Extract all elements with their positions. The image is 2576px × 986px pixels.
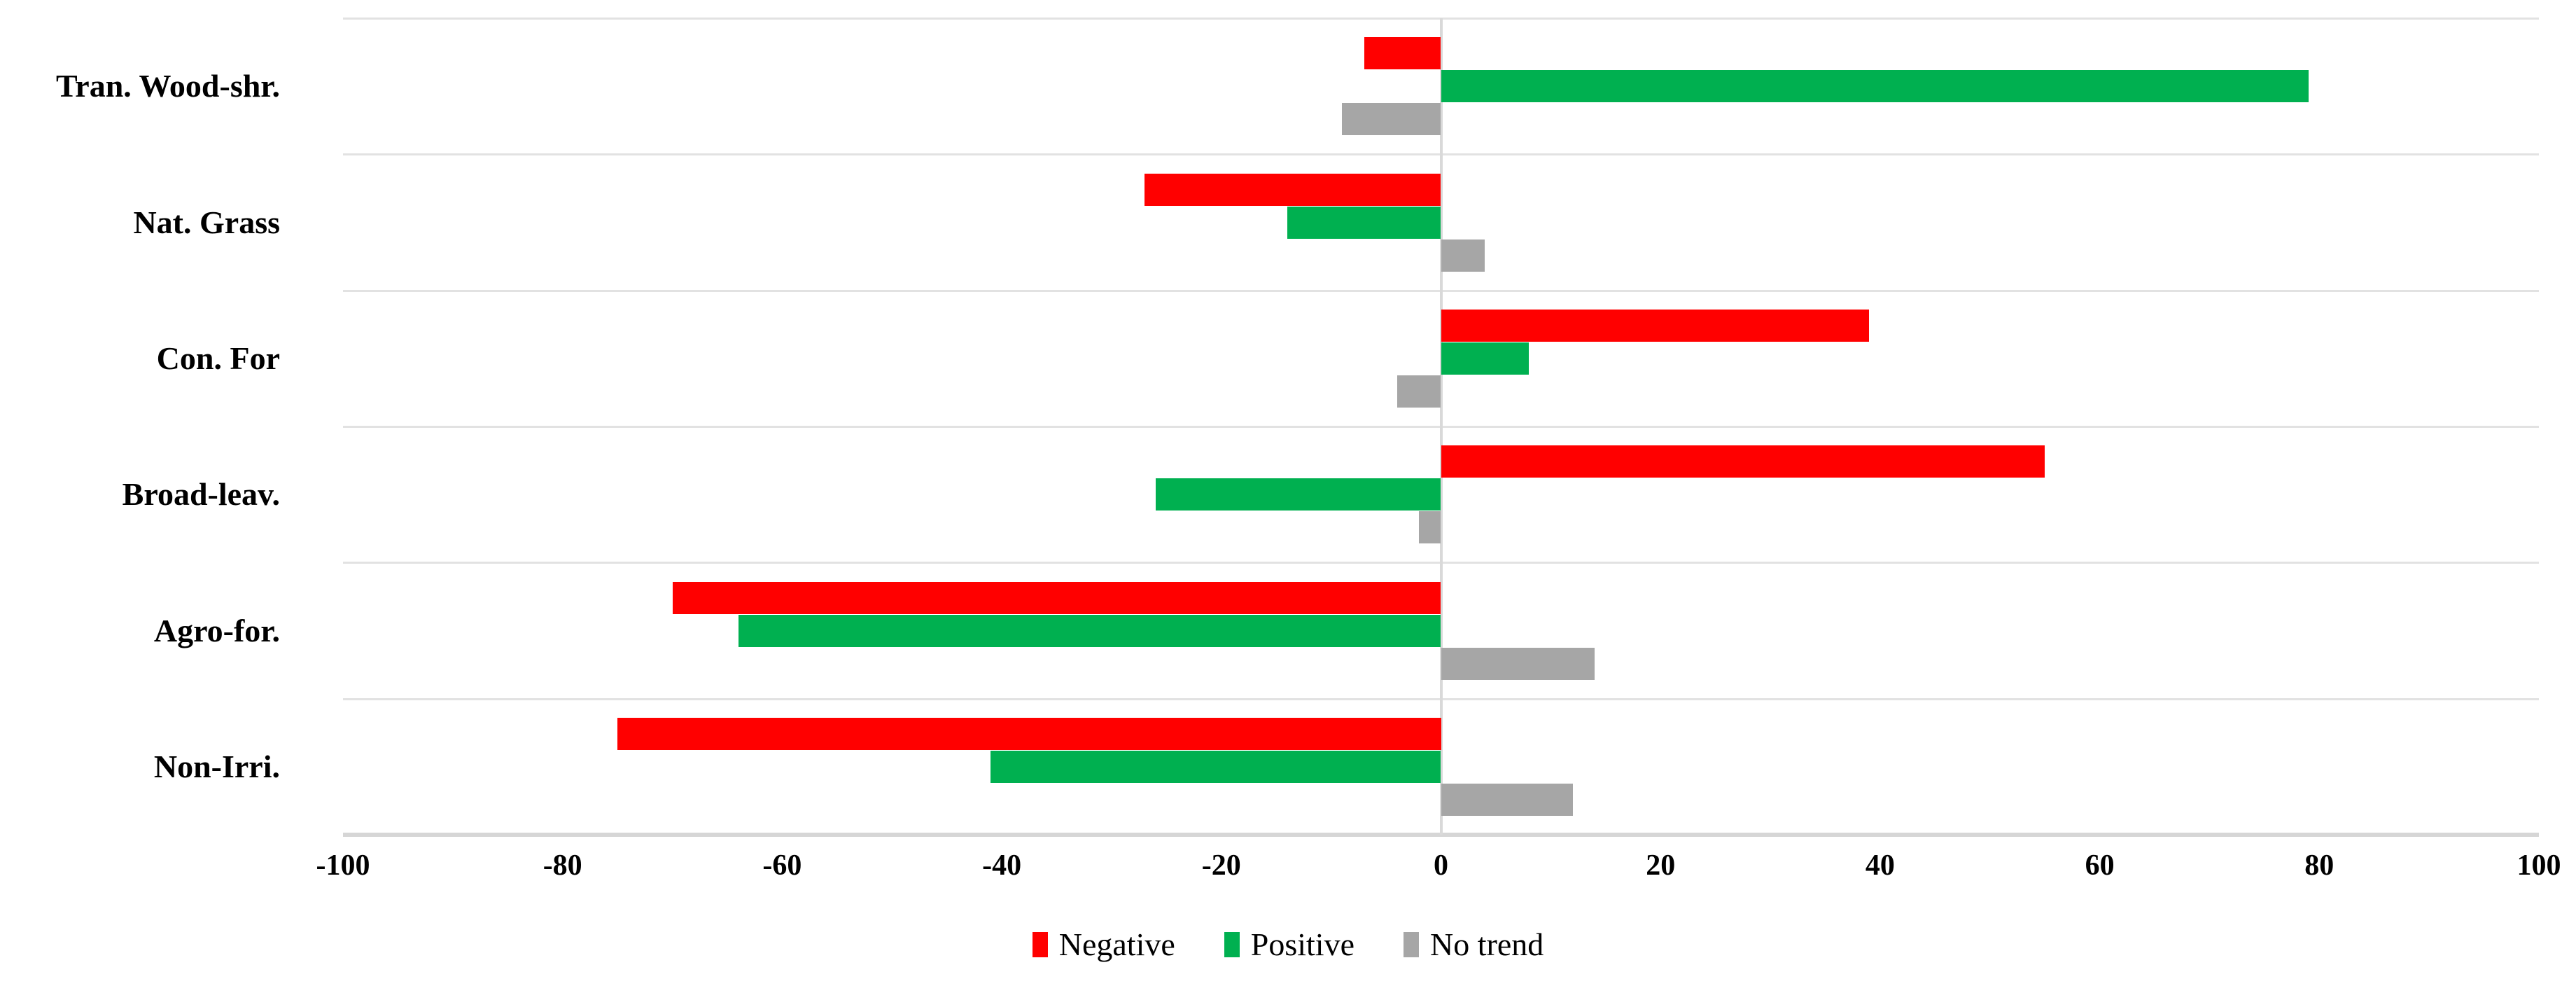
legend-label: Positive (1250, 926, 1355, 962)
legend-label: Negative (1058, 926, 1175, 962)
bar-negative (672, 581, 1441, 614)
x-tick-label: -60 (762, 849, 802, 882)
legend-swatch-icon (1032, 931, 1048, 957)
x-axis-line (343, 833, 2539, 837)
bar-positive (1441, 70, 2309, 103)
x-tick-label: -40 (982, 849, 1022, 882)
x-tick-label: 20 (1646, 849, 1676, 882)
legend-item-no-trend: No trend (1404, 926, 1544, 963)
bar-no-trend (1441, 647, 1595, 680)
bar-negative (1144, 173, 1441, 206)
x-tick-label: -20 (1201, 849, 1241, 882)
x-tick-label: 0 (1434, 849, 1448, 882)
bar-negative (617, 717, 1441, 750)
legend-swatch-icon (1224, 931, 1240, 957)
x-tick-label: 100 (2516, 849, 2561, 882)
zero-gridline (1439, 18, 1443, 835)
bar-no-trend (1441, 239, 1485, 272)
bar-positive (1155, 478, 1441, 511)
bar-positive (1441, 342, 1529, 375)
category-label: Nat. Grass (133, 204, 280, 240)
bar-no-trend (1419, 511, 1441, 544)
bar-positive (738, 614, 1441, 647)
legend-label: No trend (1430, 926, 1544, 962)
x-tick-label: 60 (2085, 849, 2115, 882)
category-label: Con. For (156, 340, 280, 376)
x-tick-label: -100 (316, 849, 370, 882)
category-label: Broad-leav. (122, 476, 280, 513)
bar-negative (1364, 37, 1441, 70)
x-tick-label: -80 (542, 849, 582, 882)
legend-item-negative: Negative (1032, 926, 1175, 963)
bar-negative (1441, 445, 2045, 478)
bar-positive (990, 750, 1441, 783)
bar-no-trend (1441, 783, 1573, 816)
category-label: Non-Irri. (153, 748, 280, 784)
legend-swatch-icon (1404, 931, 1420, 957)
bar-no-trend (1342, 103, 1441, 136)
legend-item-positive: Positive (1224, 926, 1354, 963)
x-tick-label: 80 (2304, 849, 2334, 882)
x-tick-label: 40 (1865, 849, 1895, 882)
bar-positive (1287, 206, 1441, 239)
legend: Negative Positive No trend (0, 926, 2576, 963)
category-label: Agro-for. (153, 612, 280, 648)
bar-no-trend (1396, 375, 1441, 408)
category-label: Tran. Wood-shr. (56, 68, 280, 104)
bar-negative (1441, 309, 1870, 342)
